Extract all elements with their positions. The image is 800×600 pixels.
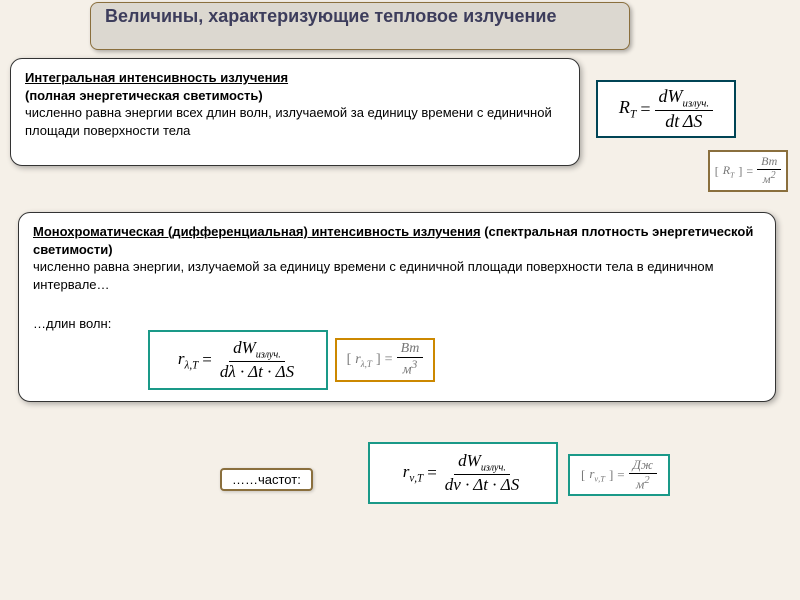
block1-heading-tail: (полная энергетическая светимость)	[25, 88, 263, 103]
definition-block-integral: Интегральная интенсивность излучения (по…	[10, 58, 580, 166]
block2-heading-underline: Монохроматическая (дифференциальная) инт…	[33, 224, 481, 239]
block1-body: численно равна энергии всех длин волн, и…	[25, 105, 552, 138]
formula-RT-unit: [ RT ] = Вт м2	[708, 150, 788, 192]
formula-RT: RT = dWизлуч. dt ΔS	[596, 80, 736, 138]
frequency-label: ……частот:	[220, 468, 313, 491]
block2-body: численно равна энергии, излучаемой за ед…	[33, 259, 714, 292]
formula-r-lambda: rλ,T = dWизлуч. dλ · Δt · ΔS	[148, 330, 328, 390]
wavelength-label: …длин волн:	[33, 315, 761, 333]
formula-r-nu-unit: [ rν,T ] = Дж м2	[568, 454, 670, 496]
slide-title: Величины, характеризующие тепловое излуч…	[90, 2, 630, 50]
formula-r-lambda-unit: [ rλ,T ] = Вт м3	[335, 338, 435, 382]
block1-heading-underline: Интегральная интенсивность излучения	[25, 70, 288, 85]
formula-r-nu: rν,T = dWизлуч. dν · Δt · ΔS	[368, 442, 558, 504]
